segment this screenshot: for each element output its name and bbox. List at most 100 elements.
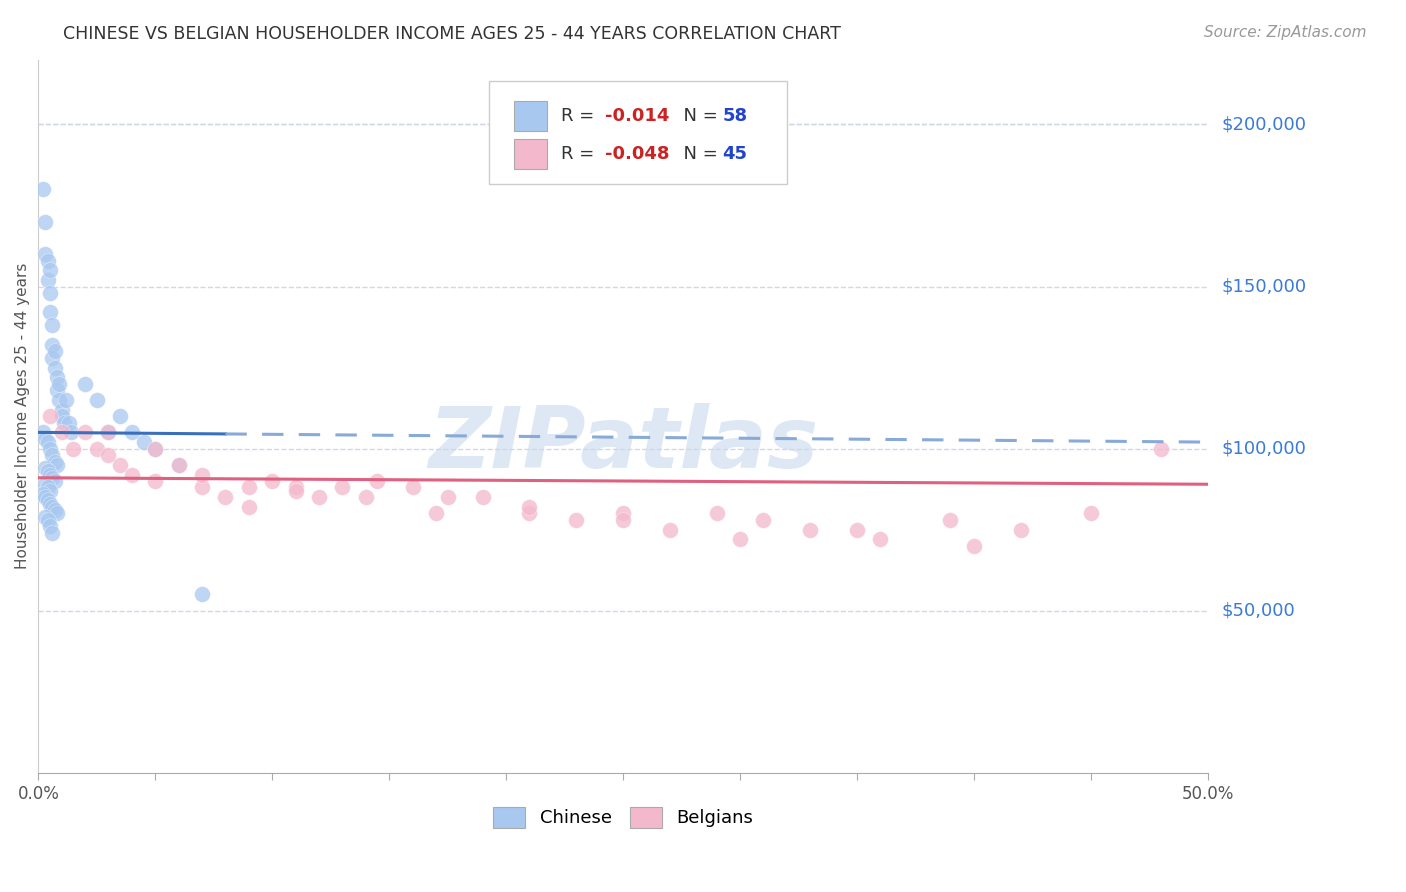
Point <box>75 376 97 391</box>
Point <box>436 490 458 504</box>
Point <box>939 513 962 527</box>
Point <box>53 416 76 430</box>
Point <box>34 490 56 504</box>
Point <box>565 513 588 527</box>
Legend: Chinese, Belgians: Chinese, Belgians <box>485 800 761 835</box>
Point <box>167 458 190 472</box>
Point <box>845 523 868 537</box>
Point <box>238 500 260 514</box>
Point <box>44 360 66 375</box>
Point <box>728 533 751 547</box>
Text: R =: R = <box>561 107 600 125</box>
Point <box>46 458 69 472</box>
FancyBboxPatch shape <box>515 139 547 169</box>
Text: 58: 58 <box>723 107 748 125</box>
Point <box>44 454 66 468</box>
Point <box>46 507 69 521</box>
Point <box>366 474 388 488</box>
Point <box>48 392 70 407</box>
Point <box>41 500 63 514</box>
Point <box>612 507 634 521</box>
Point <box>108 409 131 424</box>
Point <box>262 474 284 488</box>
Point <box>62 442 84 456</box>
Point <box>39 467 62 482</box>
Point <box>752 513 775 527</box>
Point <box>39 483 62 498</box>
Point <box>97 448 120 462</box>
Point <box>97 425 120 440</box>
Point <box>37 513 59 527</box>
Point <box>51 425 73 440</box>
Point <box>86 392 108 407</box>
Point <box>46 370 69 384</box>
Point <box>34 461 56 475</box>
Point <box>963 539 986 553</box>
Text: -0.048: -0.048 <box>606 145 669 162</box>
Point <box>612 513 634 527</box>
Point <box>143 442 166 456</box>
Point <box>51 409 73 424</box>
Point <box>1150 442 1173 456</box>
Point <box>34 432 56 446</box>
Point <box>1080 507 1102 521</box>
Point <box>75 425 97 440</box>
Point <box>46 383 69 397</box>
Point <box>44 503 66 517</box>
Point <box>34 215 56 229</box>
Point <box>214 490 236 504</box>
Y-axis label: Householder Income Ages 25 - 44 years: Householder Income Ages 25 - 44 years <box>15 263 30 569</box>
Text: $150,000: $150,000 <box>1222 277 1306 295</box>
Point <box>37 481 59 495</box>
FancyBboxPatch shape <box>488 81 787 185</box>
Text: $100,000: $100,000 <box>1222 440 1306 458</box>
Point <box>308 490 330 504</box>
Point <box>39 263 62 277</box>
Text: -0.014: -0.014 <box>606 107 669 125</box>
Point <box>97 425 120 440</box>
Point <box>108 458 131 472</box>
Point <box>706 507 728 521</box>
Point <box>41 471 63 485</box>
Point <box>37 253 59 268</box>
Point <box>37 435 59 450</box>
Point <box>519 500 541 514</box>
Point <box>48 376 70 391</box>
Point <box>401 481 423 495</box>
Point <box>37 273 59 287</box>
Point <box>121 467 143 482</box>
Text: Source: ZipAtlas.com: Source: ZipAtlas.com <box>1204 25 1367 40</box>
Point <box>37 493 59 508</box>
Point <box>191 587 214 601</box>
Point <box>1010 523 1032 537</box>
Point <box>32 182 55 196</box>
Point <box>132 435 155 450</box>
Point <box>354 490 377 504</box>
Point <box>55 392 77 407</box>
Text: N =: N = <box>672 145 724 162</box>
Point <box>284 483 307 498</box>
Point <box>39 442 62 456</box>
Point <box>658 523 681 537</box>
Point <box>86 442 108 456</box>
Point <box>121 425 143 440</box>
Point <box>41 318 63 333</box>
Text: R =: R = <box>561 145 600 162</box>
Point <box>32 425 55 440</box>
FancyBboxPatch shape <box>515 101 547 131</box>
Point <box>41 338 63 352</box>
Text: CHINESE VS BELGIAN HOUSEHOLDER INCOME AGES 25 - 44 YEARS CORRELATION CHART: CHINESE VS BELGIAN HOUSEHOLDER INCOME AG… <box>63 25 841 43</box>
Point <box>330 481 353 495</box>
Point <box>39 497 62 511</box>
Point <box>44 344 66 359</box>
Point <box>799 523 821 537</box>
Point <box>41 351 63 365</box>
Point <box>869 533 891 547</box>
Point <box>471 490 494 504</box>
Point <box>44 474 66 488</box>
Point <box>34 509 56 524</box>
Point <box>284 481 307 495</box>
Text: $50,000: $50,000 <box>1222 602 1295 620</box>
Point <box>32 487 55 501</box>
Point <box>167 458 190 472</box>
